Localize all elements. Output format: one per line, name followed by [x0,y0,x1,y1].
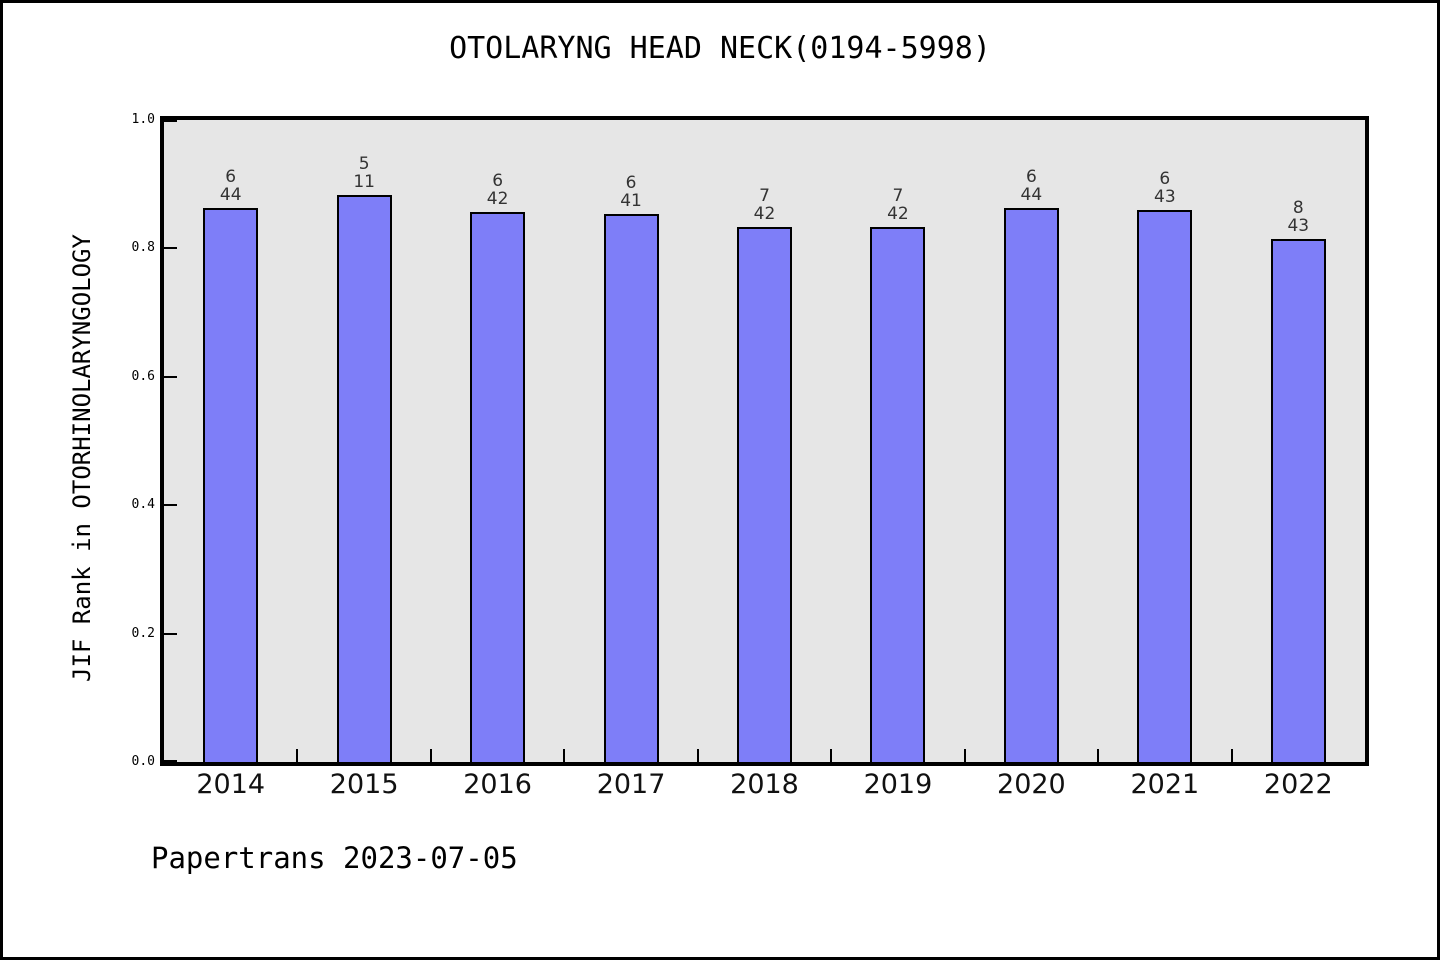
rank-numerator: 5 [358,154,370,174]
x-minor-tick [830,749,833,762]
chart-title: OTOLARYNG HEAD NECK(0194-5998) [449,31,991,66]
bar-value-label-2014: 6 44 [181,168,281,204]
x-tick-label-2015: 2015 [329,769,399,800]
x-minor-tick [1230,749,1233,762]
bar-value-label-2015: 5 11 [314,155,414,191]
bar-value-label-2017: 6 41 [581,174,681,210]
bar-value-label-2022: 8 43 [1248,199,1348,235]
rank-numerator: 6 [1159,169,1171,189]
bar-2020 [1003,208,1059,762]
rank-denominator: 42 [887,204,909,224]
plot-area: 6 44 5 11 6 42 6 41 7 42 7 42 6 44 6 43 8 43 [160,116,1369,766]
rank-denominator: 44 [219,185,242,205]
x-tick-label-2020: 2020 [997,769,1066,800]
rank-numerator: 6 [225,167,237,187]
x-tick-label-2021: 2021 [1130,769,1200,800]
rank-denominator: 41 [620,191,642,211]
y-tick-0.2 [164,632,177,635]
y-tick-0.6 [164,375,177,378]
rank-numerator: 7 [759,186,770,206]
x-tick-label-2022: 2022 [1263,769,1333,800]
x-minor-tick [963,749,966,762]
x-minor-tick [563,749,566,762]
y-tick-label-0.0: 0.0 [131,754,155,769]
bar-2016 [470,212,526,762]
bar-value-label-2020: 6 44 [981,168,1081,204]
bar-value-label-2019: 7 42 [848,187,948,223]
rank-denominator: 44 [1020,185,1043,205]
y-tick-1.0 [164,120,177,122]
x-tick-label-2017: 2017 [596,769,666,800]
watermark-text: Papertrans 2023-07-05 [151,841,518,875]
rank-numerator: 8 [1292,198,1304,218]
rank-numerator: 6 [492,171,504,191]
rank-denominator: 43 [1287,216,1310,236]
x-tick-label-2016: 2016 [463,769,532,800]
x-axis-labels: 2014 2015 2016 2017 2018 2019 2020 2021 2022 [164,769,1365,803]
bar-2017 [603,214,659,762]
x-tick-label-2014: 2014 [196,769,266,800]
y-tick-label-0.6: 0.6 [131,368,155,384]
x-minor-tick [696,749,699,762]
y-tick-label-0.8: 0.8 [131,240,155,256]
bar-value-label-2018: 7 42 [715,187,815,223]
bar-value-label-2016: 6 42 [448,172,548,208]
y-tick-0.4 [164,504,177,507]
bar-2019 [870,227,926,762]
bar-2018 [737,227,792,762]
rank-numerator: 6 [625,173,637,193]
x-minor-tick [429,749,432,762]
bar-2015 [336,195,392,762]
rank-denominator: 42 [753,204,776,224]
y-tick-label-1.0: 1.0 [131,112,155,127]
x-tick-label-2019: 2019 [863,769,933,800]
bar-2021 [1137,210,1193,762]
x-minor-tick [1097,749,1100,762]
rank-denominator: 43 [1154,187,1176,207]
rank-numerator: 7 [892,186,904,206]
bar-value-label-2021: 6 43 [1115,170,1215,206]
y-tick-0.8 [164,247,177,250]
y-tick-label-0.4: 0.4 [131,497,155,513]
bar-2014 [203,208,259,762]
rank-denominator: 42 [486,189,509,209]
y-tick-label-0.2: 0.2 [131,625,155,641]
x-minor-tick [296,749,299,762]
rank-numerator: 6 [1025,167,1037,187]
y-axis-label: JIF Rank in OTORHINOLARYNGOLOGY [68,234,96,682]
y-tick-0.0 [164,760,177,762]
rank-denominator: 11 [353,172,375,192]
x-tick-label-2018: 2018 [730,769,799,800]
bar-2022 [1270,239,1326,762]
